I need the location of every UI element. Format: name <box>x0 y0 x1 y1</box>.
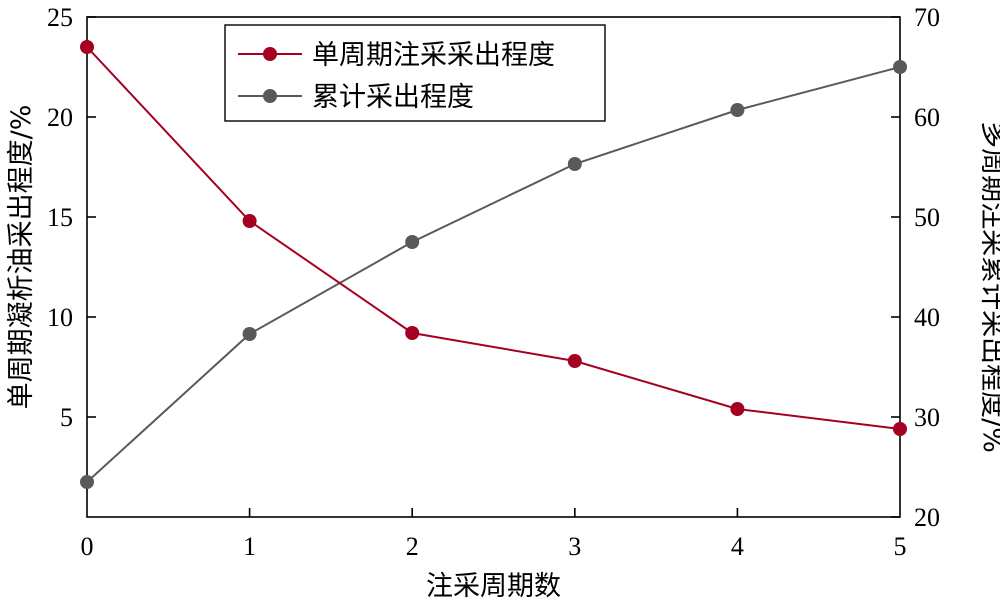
y-axis-ticks: 5 10 15 20 25 <box>47 3 96 432</box>
legend-marker-cumulative <box>263 89 277 103</box>
data-point-cumulative <box>242 327 257 341</box>
y2-tick-label: 40 <box>914 303 940 332</box>
data-point-cumulative <box>567 157 582 171</box>
data-point-single <box>893 422 907 436</box>
y-tick-label: 20 <box>47 103 73 132</box>
data-point-cumulative <box>893 60 907 74</box>
data-point-cumulative <box>80 475 94 489</box>
legend-label-cumulative: 累计采出程度 <box>312 82 474 113</box>
data-point-single <box>567 354 582 368</box>
x-axis-ticks: 0 1 2 3 4 5 <box>81 508 907 561</box>
y-tick-label: 15 <box>47 203 73 232</box>
plot-border <box>86 16 901 518</box>
y-axis-title: 单周期凝析油采出程度/% <box>6 105 37 410</box>
data-point-cumulative <box>730 103 745 117</box>
data-point-cumulative <box>405 235 420 249</box>
y2-tick-label: 30 <box>914 403 940 432</box>
series-line-single <box>86 46 901 430</box>
legend: 单周期注采采出程度 累计采出程度 <box>224 24 606 122</box>
series-layer <box>80 40 907 489</box>
x-tick-label: 5 <box>894 532 907 561</box>
legend-box <box>224 24 606 122</box>
data-point-single <box>405 326 420 340</box>
x-axis-title: 注采周期数 <box>426 571 561 602</box>
x-tick-label: 1 <box>243 532 256 561</box>
legend-label-single: 单周期注采采出程度 <box>312 40 555 71</box>
y2-tick-label: 60 <box>914 103 940 132</box>
y2-axis-title: 多周期注采累计采出程度/% <box>977 121 1000 453</box>
y-tick-label: 25 <box>47 3 73 32</box>
data-point-single <box>80 40 94 54</box>
series-line-cumulative <box>86 66 901 483</box>
x-tick-label: 4 <box>731 532 744 561</box>
x-tick-label: 0 <box>81 532 94 561</box>
legend-marker-single <box>263 47 277 61</box>
y2-axis-ticks: 20 30 40 50 60 70 <box>891 3 940 532</box>
y2-tick-label: 50 <box>914 203 940 232</box>
x-tick-label: 3 <box>568 532 581 561</box>
y2-tick-label: 70 <box>914 3 940 32</box>
plot-frame <box>86 16 901 518</box>
data-point-single <box>242 214 257 228</box>
y-tick-label: 5 <box>60 403 73 432</box>
y-tick-label: 10 <box>47 303 73 332</box>
x-tick-label: 2 <box>406 532 419 561</box>
y2-tick-label: 20 <box>914 503 940 532</box>
data-point-single <box>730 402 745 416</box>
